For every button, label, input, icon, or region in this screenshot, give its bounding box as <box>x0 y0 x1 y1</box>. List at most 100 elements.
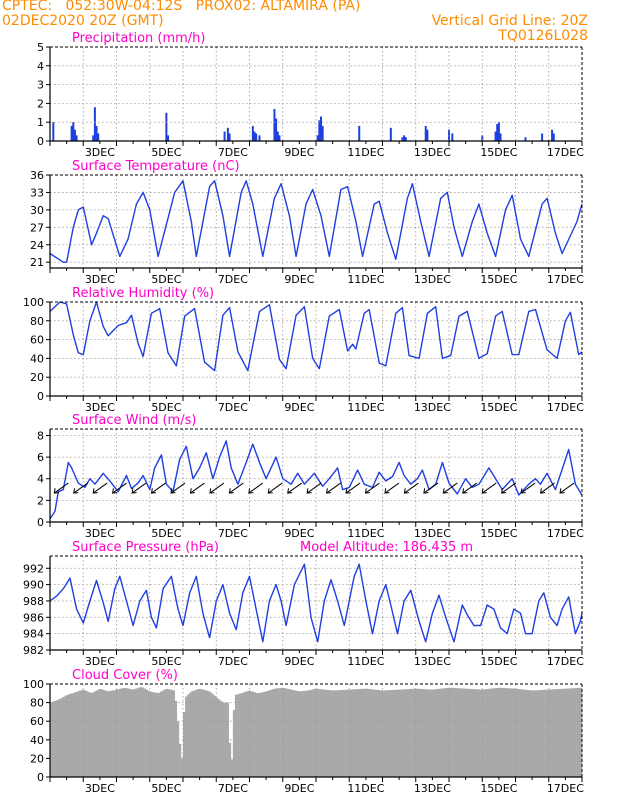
cloud-bar-131 <box>322 689 325 777</box>
cloud-bar-124 <box>307 690 311 777</box>
cloud-bar-240 <box>548 689 552 777</box>
cloud-bar-219 <box>505 688 508 777</box>
cloud-bar-3 <box>56 700 59 777</box>
cloud-bar-35 <box>122 687 126 777</box>
cloud-bar-26 <box>104 690 107 777</box>
cloud-bar-216 <box>498 687 502 777</box>
y-tick-label-humidity-0: 0 <box>37 390 44 403</box>
precip-bar-20 <box>276 131 279 141</box>
wind-vector-6 <box>170 482 186 494</box>
precip-bar-43 <box>552 133 555 141</box>
y-tick-label-humidity-1: 20 <box>30 371 44 384</box>
precip-bar-1 <box>70 125 73 141</box>
precip-bar-15 <box>253 131 256 141</box>
x-tick-label-precipitation-2: 7DEC <box>218 146 248 159</box>
precip-bar-14 <box>251 125 254 141</box>
cloud-bar-39 <box>131 689 134 777</box>
cloud-bar-141 <box>343 689 346 777</box>
cloud-bar-134 <box>328 690 331 777</box>
wind-vector-9 <box>228 482 244 494</box>
cloud-bar-21 <box>93 691 97 777</box>
cloud-bar-164 <box>390 689 394 777</box>
cloud-bar-197 <box>459 688 462 777</box>
cloud-bar-24 <box>99 688 103 777</box>
x-tick-label-wind-4: 11DEC <box>347 527 384 540</box>
x-tick-label-humidity-2: 7DEC <box>218 401 248 414</box>
cloud-bar-202 <box>469 688 473 777</box>
precip-bar-21 <box>278 135 281 141</box>
cloud-bar-227 <box>521 689 525 777</box>
cloud-bar-2 <box>54 700 57 777</box>
cloud-bar-91 <box>239 693 242 777</box>
precip-bar-19 <box>275 118 278 141</box>
precip-bar-34 <box>451 133 454 141</box>
cloud-bar-6 <box>62 696 65 777</box>
cloud-bar-187 <box>438 688 441 777</box>
x-tick-label-temperature-3: 9DEC <box>284 273 314 286</box>
x-tick-label-humidity-3: 9DEC <box>284 401 314 414</box>
x-tick-label-pressure-7: 17DEC <box>547 655 584 668</box>
wind-vector-19 <box>423 482 439 494</box>
cloud-bar-242 <box>552 689 556 777</box>
precip-bar-41 <box>541 133 544 141</box>
cloud-bar-58 <box>170 689 173 777</box>
cloud-bar-142 <box>345 689 348 777</box>
cloud-bar-174 <box>411 688 414 777</box>
y-tick-label-humidity-4: 80 <box>30 315 44 328</box>
precip-bar-27 <box>389 127 392 141</box>
cloud-bar-96 <box>249 690 252 777</box>
x-tick-label-wind-6: 15DEC <box>480 527 517 540</box>
cloud-bar-13 <box>77 691 80 777</box>
cloud-bar-254 <box>577 687 581 777</box>
cloud-bar-186 <box>436 688 439 777</box>
y-tick-label-temperature-5: 36 <box>30 169 44 182</box>
cloud-bar-167 <box>397 689 400 777</box>
cloud-bar-154 <box>370 689 373 777</box>
cloud-bar-128 <box>316 688 319 777</box>
cloud-bar-218 <box>503 688 506 777</box>
cloud-bar-232 <box>532 690 535 777</box>
precip-bar-32 <box>426 129 429 141</box>
wind-vector-20 <box>442 482 458 494</box>
cloud-bar-72 <box>199 688 203 777</box>
x-tick-label-wind-5: 13DEC <box>414 527 451 540</box>
cloud-bar-103 <box>264 691 267 777</box>
cloud-bar-53 <box>160 691 163 777</box>
cloud-bar-150 <box>361 688 365 777</box>
precip-bar-31 <box>424 125 427 141</box>
cloud-bar-46 <box>145 689 148 777</box>
series-line-humidity <box>49 301 583 372</box>
cloud-bar-169 <box>401 689 404 777</box>
cloud-bar-238 <box>544 689 547 777</box>
x-tick-label-humidity-5: 13DEC <box>414 401 451 414</box>
x-tick-label-humidity-1: 5DEC <box>151 401 181 414</box>
cloud-bar-108 <box>274 688 277 777</box>
cloud-bar-244 <box>557 689 560 777</box>
cloud-bar-17 <box>85 690 88 777</box>
cloud-bar-9 <box>68 694 72 777</box>
cloud-bar-61 <box>176 721 180 777</box>
cloud-bar-188 <box>440 688 444 777</box>
x-tick-label-pressure-3: 9DEC <box>284 655 314 668</box>
cloud-bar-28 <box>108 691 111 777</box>
y-tick-label-cloud-0: 0 <box>37 771 44 784</box>
cloud-bar-117 <box>293 690 296 777</box>
cloud-bar-175 <box>413 688 417 777</box>
cloud-bar-138 <box>336 690 340 777</box>
cloud-bar-201 <box>467 688 471 777</box>
cloud-bar-234 <box>536 690 539 777</box>
cloud-bar-158 <box>378 690 381 777</box>
cloud-bar-20 <box>91 692 94 777</box>
cloud-bar-29 <box>110 690 113 777</box>
precip-bar-8 <box>97 133 100 141</box>
cloud-bar-205 <box>476 689 479 777</box>
x-tick-label-temperature-5: 13DEC <box>414 273 451 286</box>
cloud-bar-75 <box>205 690 209 777</box>
wind-vector-18 <box>403 482 419 494</box>
precip-bar-39 <box>499 133 502 141</box>
cloud-bar-11 <box>72 692 76 777</box>
cloud-bar-57 <box>168 689 171 777</box>
wind-vector-24 <box>520 482 536 494</box>
cloud-bar-183 <box>430 689 433 777</box>
